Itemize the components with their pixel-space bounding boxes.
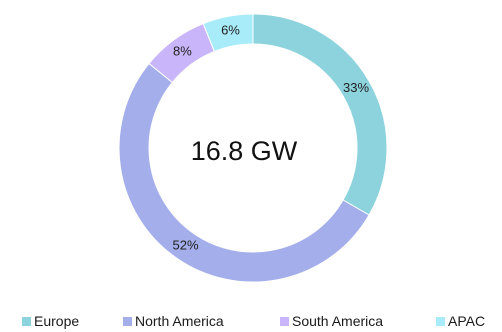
donut-chart-svg: 33% 52% 8% 6% 16.8 GW bbox=[118, 13, 388, 283]
center-total-label: 16.8 GW bbox=[191, 136, 298, 166]
slice-europe[interactable] bbox=[252, 13, 388, 216]
legend-label: North America bbox=[135, 313, 224, 329]
legend-item-north-america[interactable]: North America bbox=[123, 313, 224, 329]
legend-item-apac[interactable]: APAC bbox=[436, 313, 485, 329]
donut-slices bbox=[118, 13, 388, 283]
slice-value-label: 33% bbox=[343, 80, 369, 95]
legend: Europe North America South America APAC bbox=[22, 313, 502, 331]
slice-value-label: 8% bbox=[173, 44, 192, 59]
slice-labels: 33% 52% 8% 6% bbox=[173, 23, 370, 253]
legend-swatch-apac bbox=[436, 316, 445, 326]
slice-north-america[interactable] bbox=[118, 62, 370, 283]
slice-apac[interactable] bbox=[202, 13, 254, 53]
legend-swatch-north-america bbox=[123, 316, 132, 326]
legend-label: Europe bbox=[34, 313, 80, 329]
slice-value-label: 6% bbox=[221, 23, 240, 38]
legend-label: South America bbox=[292, 313, 384, 329]
legend-item-south-america[interactable]: South America bbox=[280, 313, 383, 329]
legend-label: APAC bbox=[448, 313, 486, 329]
legend-swatch-south-america bbox=[280, 316, 289, 326]
legend-item-europe[interactable]: Europe bbox=[22, 313, 79, 329]
slice-value-label: 52% bbox=[173, 237, 199, 252]
legend-swatch-europe bbox=[22, 316, 31, 326]
